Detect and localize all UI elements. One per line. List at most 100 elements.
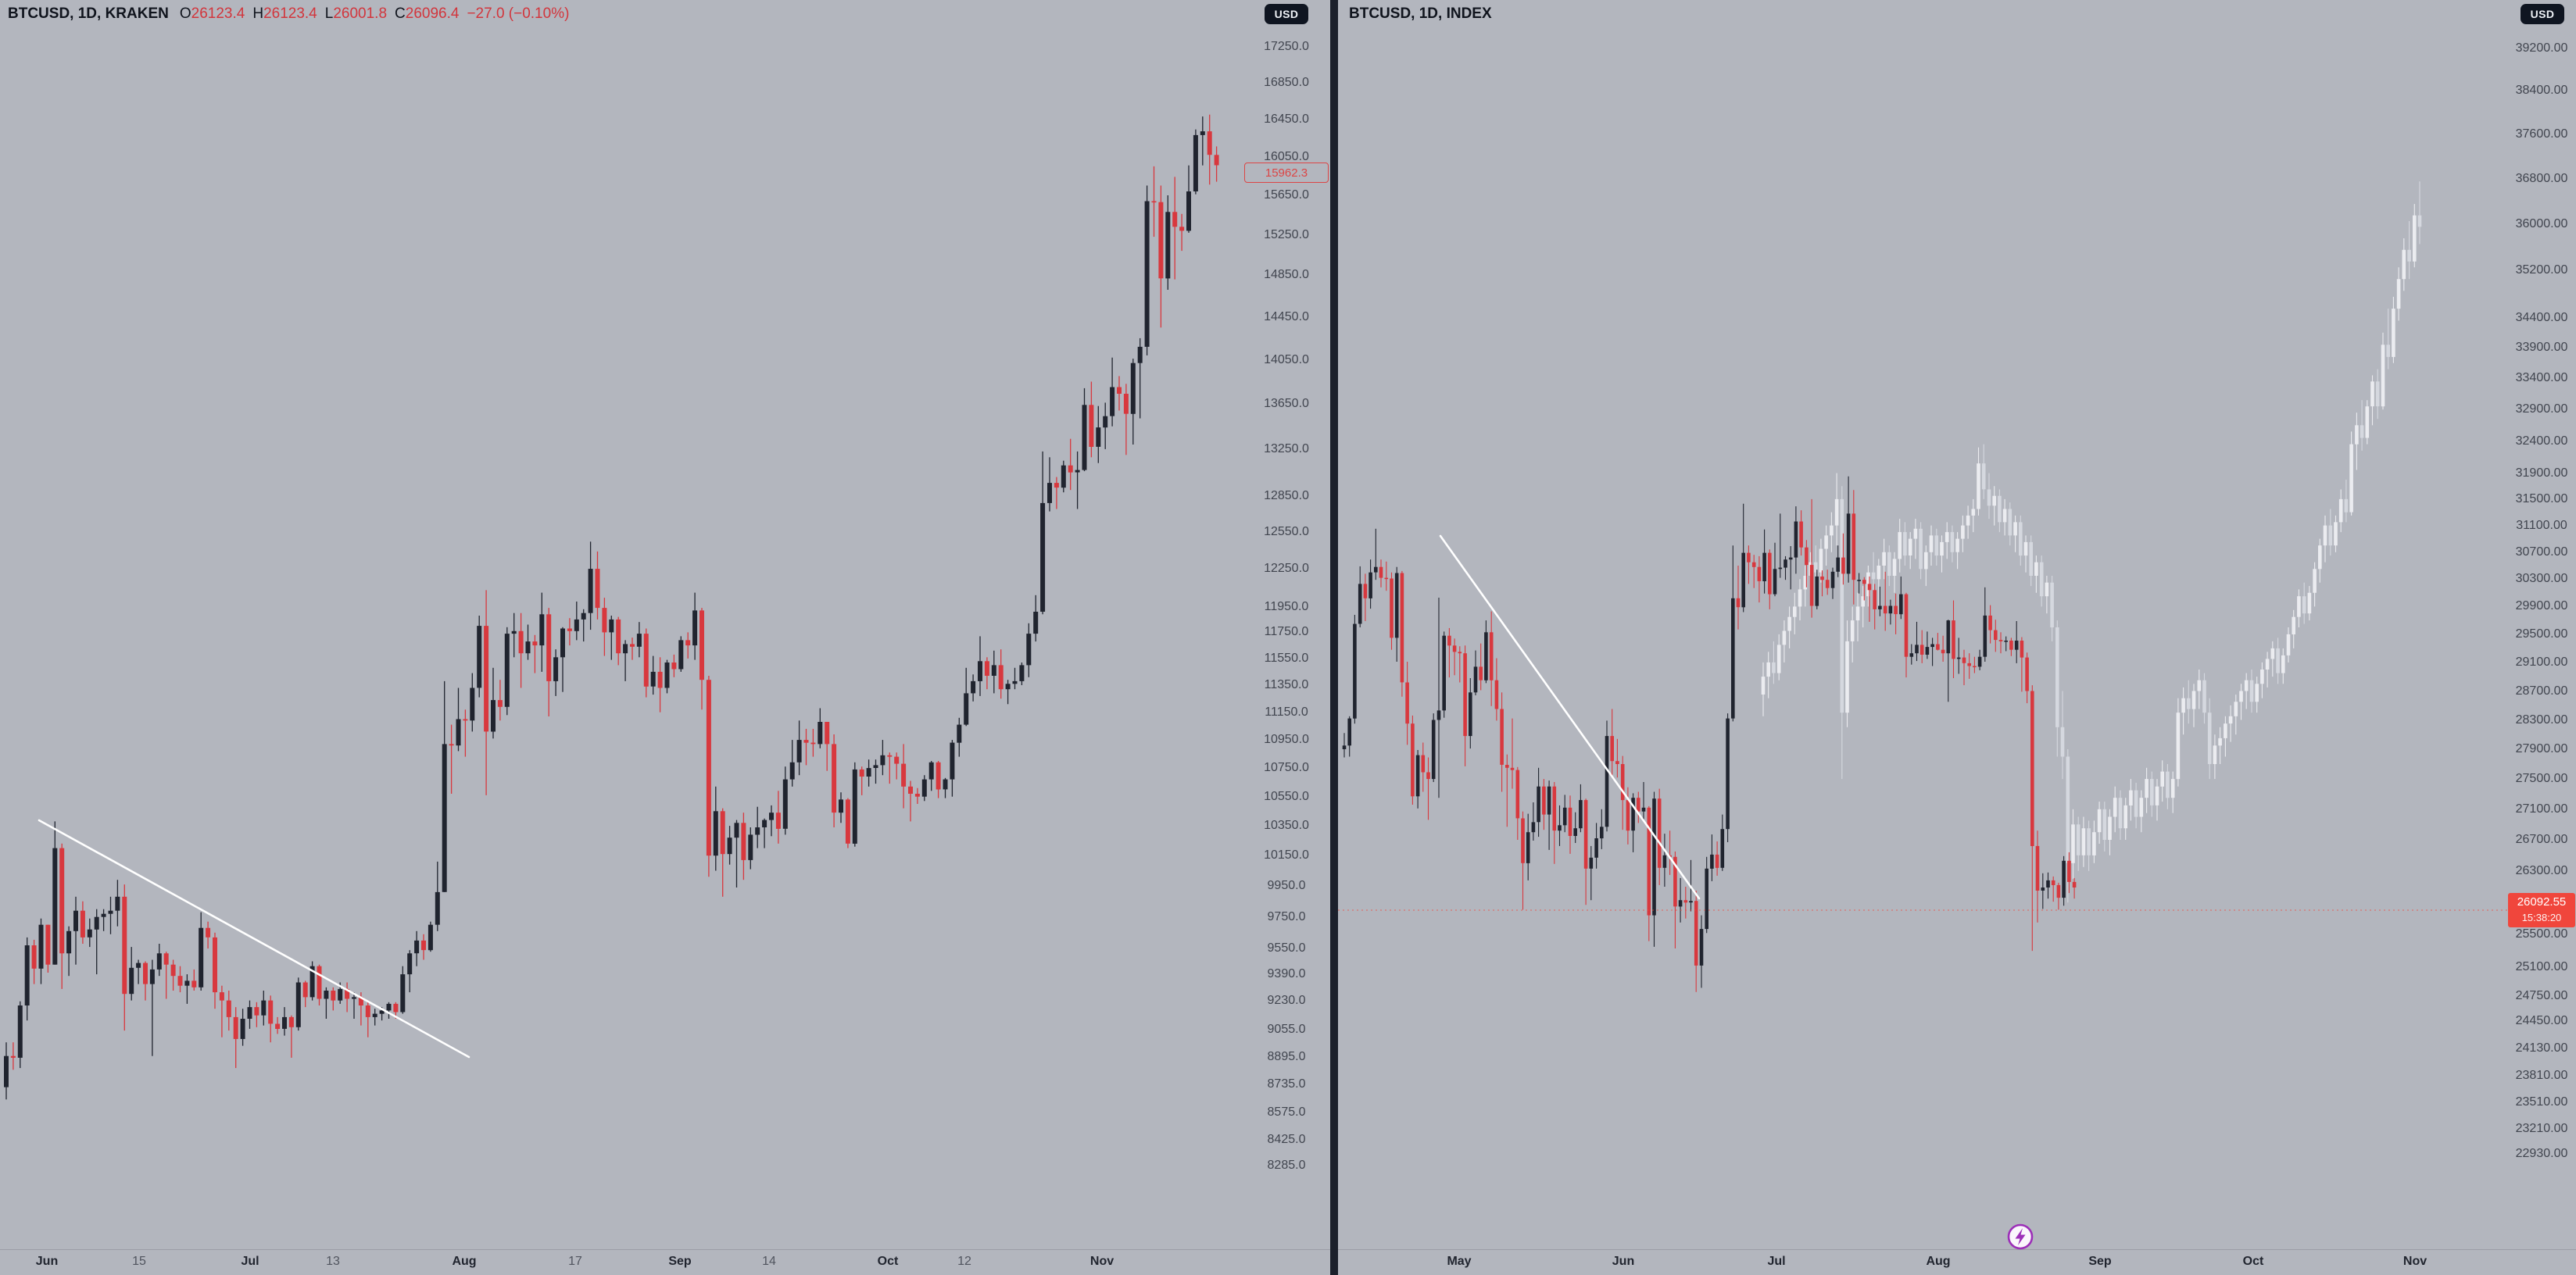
left-change-value: −27.0 (−0.10%) bbox=[467, 5, 570, 22]
time-tick: May bbox=[1447, 1255, 1472, 1268]
time-tick: Oct bbox=[2242, 1255, 2264, 1268]
price-tick: 8425.0 bbox=[1267, 1132, 1306, 1146]
price-tick: 10550.0 bbox=[1264, 789, 1309, 803]
right-price-axis[interactable]: 39200.00 38400.00 37600.00 36800.00 36000.00… bbox=[2507, 0, 2576, 1247]
pane-divider[interactable] bbox=[1330, 0, 1338, 1275]
price-tick: 36000.00 bbox=[2515, 216, 2568, 230]
price-tick: 23510.00 bbox=[2515, 1095, 2568, 1109]
price-tick: 23810.00 bbox=[2515, 1069, 2568, 1083]
price-tick: 26300.00 bbox=[2515, 863, 2568, 877]
price-tick: 28300.00 bbox=[2515, 712, 2568, 727]
left-time-axis[interactable]: Jun 15 Jul 13 Aug 17 Sep 14 Oct 12 Nov bbox=[0, 1249, 1330, 1275]
price-tick: 31100.00 bbox=[2516, 518, 2567, 532]
price-tick: 12850.0 bbox=[1264, 488, 1309, 502]
candles[interactable] bbox=[1342, 476, 2077, 992]
left-chart-canvas[interactable] bbox=[0, 0, 1330, 1275]
left-last-price-label: 15962.3 bbox=[1244, 162, 1329, 183]
price-tick: 31500.00 bbox=[2515, 491, 2568, 505]
price-tick: 24750.00 bbox=[2515, 989, 2568, 1003]
time-tick: 13 bbox=[326, 1255, 340, 1268]
time-tick: Oct bbox=[877, 1255, 899, 1268]
left-ohlc-values: O26123.4 H26123.4 L26001.8 C26096.4 bbox=[180, 5, 460, 23]
right-currency-toggle-button[interactable]: USD bbox=[2521, 4, 2564, 24]
trendline[interactable] bbox=[1439, 534, 1701, 900]
time-tick: Sep bbox=[668, 1255, 692, 1268]
price-tick: 27500.00 bbox=[2515, 772, 2568, 786]
price-tick: 9550.0 bbox=[1267, 941, 1306, 955]
price-tick: 26700.00 bbox=[2515, 833, 2568, 846]
price-tick: 8575.0 bbox=[1267, 1105, 1306, 1120]
left-currency-toggle-button[interactable]: USD bbox=[1265, 4, 1308, 24]
price-tick: 38400.00 bbox=[2515, 84, 2568, 98]
price-tick: 39200.00 bbox=[2515, 41, 2568, 55]
time-tick: Nov bbox=[1089, 1255, 1114, 1268]
price-tick: 27100.00 bbox=[2515, 802, 2568, 816]
price-tick: 24130.00 bbox=[2515, 1041, 2568, 1055]
trendline[interactable] bbox=[38, 819, 470, 1059]
price-tick: 22930.00 bbox=[2515, 1146, 2568, 1160]
time-tick: Sep bbox=[2088, 1255, 2112, 1268]
price-tick: 30700.00 bbox=[2515, 545, 2568, 559]
time-tick: Aug bbox=[452, 1255, 477, 1268]
price-tick: 16850.0 bbox=[1264, 75, 1309, 89]
price-tick: 24450.00 bbox=[2515, 1014, 2568, 1028]
price-tick: 30300.00 bbox=[2515, 572, 2568, 586]
left-price-axis[interactable]: 17250.0 16850.0 16450.0 16050.0 15650.0 15250… bbox=[1243, 0, 1330, 1247]
ohlc-field: O26123.4 bbox=[179, 5, 245, 22]
price-tick: 25100.00 bbox=[2515, 960, 2568, 973]
price-tick: 10950.0 bbox=[1264, 733, 1309, 747]
price-tick: 16050.0 bbox=[1264, 149, 1309, 163]
time-tick: 17 bbox=[568, 1255, 582, 1268]
price-tick: 9750.0 bbox=[1267, 909, 1306, 923]
price-tick: 29900.00 bbox=[2515, 599, 2568, 613]
price-tick: 9055.0 bbox=[1267, 1023, 1306, 1036]
price-tick: 17250.0 bbox=[1264, 39, 1309, 53]
price-tick: 25500.00 bbox=[2515, 927, 2568, 941]
right-last-price-label: 26092.55 15:38:20 bbox=[2508, 893, 2575, 927]
price-tick: 12250.0 bbox=[1264, 562, 1309, 576]
time-tick: Jun bbox=[35, 1255, 59, 1268]
price-tick: 34400.00 bbox=[2515, 310, 2568, 324]
price-tick: 29500.00 bbox=[2515, 627, 2568, 641]
left-symbol-title[interactable]: BTCUSD, 1D, KRAKEN bbox=[8, 5, 169, 22]
price-tick: 15250.0 bbox=[1264, 227, 1309, 241]
time-tick: 14 bbox=[762, 1255, 776, 1268]
price-tick: 8735.0 bbox=[1267, 1077, 1306, 1091]
time-tick: Jul bbox=[1767, 1255, 1786, 1268]
right-time-axis[interactable]: May Jun Jul Aug Sep Oct Nov bbox=[1338, 1249, 2576, 1275]
price-tick: 11550.0 bbox=[1264, 651, 1309, 665]
flash-icon[interactable] bbox=[2007, 1223, 2034, 1250]
price-tick: 11150.0 bbox=[1265, 705, 1308, 719]
price-tick: 14850.0 bbox=[1264, 268, 1309, 282]
ohlc-field: L26001.8 bbox=[324, 5, 388, 22]
price-tick: 10150.0 bbox=[1264, 848, 1309, 862]
price-tick: 15650.0 bbox=[1264, 188, 1309, 202]
price-tick: 28700.00 bbox=[2515, 684, 2568, 698]
price-tick: 8285.0 bbox=[1267, 1158, 1306, 1172]
price-tick: 11950.0 bbox=[1264, 599, 1309, 613]
price-tick: 9950.0 bbox=[1267, 879, 1306, 892]
price-tick: 12550.0 bbox=[1264, 524, 1309, 538]
time-tick: Nov bbox=[2402, 1255, 2428, 1268]
price-tick: 9230.0 bbox=[1267, 993, 1306, 1007]
left-chart-legend: BTCUSD, 1D, KRAKEN O26123.4 H26123.4 L2600… bbox=[8, 5, 569, 23]
time-tick: 15 bbox=[132, 1255, 146, 1268]
price-tick: 32900.00 bbox=[2515, 402, 2568, 416]
price-tick: 35200.00 bbox=[2515, 262, 2568, 277]
right-symbol-title[interactable]: BTCUSD, 1D, INDEX bbox=[1349, 5, 1492, 22]
bar-countdown-timer: 15:38:20 bbox=[2521, 912, 2562, 923]
price-tick: 14450.0 bbox=[1264, 309, 1309, 323]
price-tick: 8895.0 bbox=[1267, 1049, 1306, 1063]
price-tick: 14050.0 bbox=[1264, 352, 1309, 366]
time-tick: 12 bbox=[957, 1255, 971, 1268]
price-tick: 13250.0 bbox=[1264, 441, 1309, 455]
time-tick: Jul bbox=[241, 1255, 259, 1268]
price-tick: 37600.00 bbox=[2515, 127, 2568, 141]
right-chart-canvas[interactable] bbox=[1338, 0, 2576, 1275]
price-tick: 33900.00 bbox=[2515, 341, 2568, 355]
price-tick: 9390.0 bbox=[1267, 967, 1306, 981]
price-tick: 27900.00 bbox=[2515, 742, 2568, 755]
right-chart-legend: BTCUSD, 1D, INDEX bbox=[1349, 5, 1495, 23]
candles[interactable] bbox=[4, 114, 1219, 1100]
